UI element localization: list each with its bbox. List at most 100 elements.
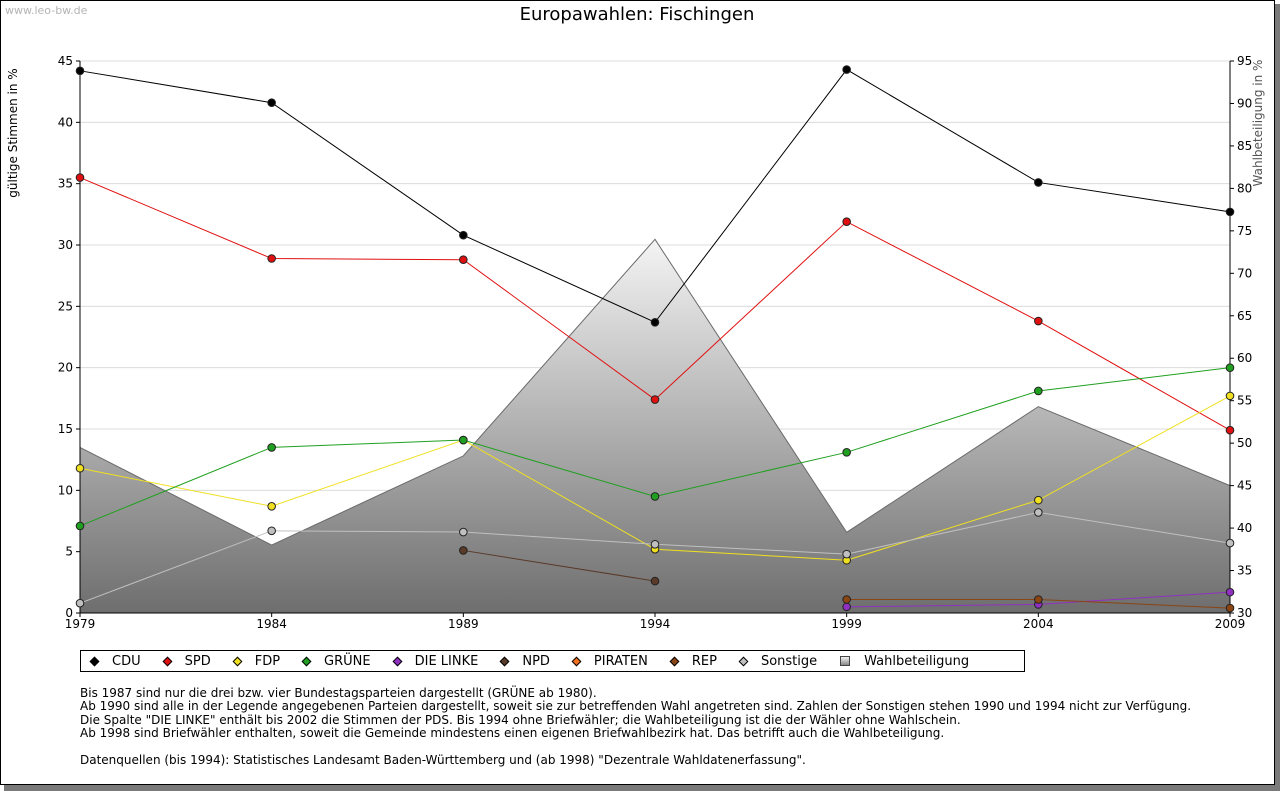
election-chart: Europawahlen: Fischingen gültige Stimmen… bbox=[6, 4, 1265, 631]
legend-label: CDU bbox=[112, 653, 141, 669]
y-tick-label: 35 bbox=[58, 177, 73, 191]
data-point-npd bbox=[650, 576, 660, 586]
data-point-cdu bbox=[1034, 178, 1043, 187]
data-point-spd bbox=[1034, 316, 1043, 326]
data-point-gr-ne bbox=[842, 448, 851, 457]
y2-tick-label: 45 bbox=[1237, 479, 1252, 493]
legend-item: FDP bbox=[232, 653, 281, 669]
data-point-rep bbox=[1225, 603, 1235, 613]
data-point-fdp bbox=[75, 463, 85, 473]
legend-marker bbox=[738, 656, 749, 666]
y2-axis-label: Wahlbeteiligung in % bbox=[1251, 60, 1265, 187]
legend-label: DIE LINKE bbox=[414, 653, 479, 669]
y-tick-label: 30 bbox=[58, 238, 73, 252]
note-line: Ab 1990 sind alle in der Legende angegeb… bbox=[80, 699, 1192, 714]
legend-marker bbox=[89, 656, 100, 666]
y2-tick-label: 90 bbox=[1237, 96, 1252, 110]
data-point-sonstige bbox=[842, 549, 851, 559]
data-point-gr-ne bbox=[75, 521, 85, 531]
data-point-cdu bbox=[459, 230, 468, 240]
y-tick-label: 25 bbox=[58, 299, 73, 313]
turnout-area-layer bbox=[79, 238, 1231, 614]
chart-title: Europawahlen: Fischingen bbox=[520, 4, 755, 25]
data-point-npd bbox=[459, 546, 468, 555]
legend-marker bbox=[232, 656, 243, 666]
data-point-spd bbox=[842, 217, 851, 226]
source-note: Datenquellen (bis 1994): Statistisches L… bbox=[80, 752, 806, 767]
legend-label: NPD bbox=[522, 653, 550, 669]
frame-shadow-bottom bbox=[4, 785, 1280, 791]
data-point-spd bbox=[650, 395, 660, 404]
legend-item: SPD bbox=[162, 653, 211, 669]
legend-marker bbox=[669, 656, 680, 666]
data-point-rep bbox=[1034, 595, 1043, 604]
axes: 0 5 10 15 20 25 30 35 40 45 30 35 40 45 50 55 60 65 70 75 80… bbox=[58, 54, 1253, 631]
data-point-fdp bbox=[267, 501, 276, 511]
data-point-cdu bbox=[75, 66, 85, 76]
y2-tick-label: 55 bbox=[1237, 394, 1252, 408]
y-tick-label: 45 bbox=[58, 54, 73, 68]
legend-label: REP bbox=[691, 653, 717, 669]
data-point-rep bbox=[842, 595, 851, 604]
data-point-sonstige bbox=[75, 598, 85, 608]
legend-item: CDU bbox=[89, 653, 141, 669]
series-layer bbox=[75, 65, 1235, 613]
x-tick-label: 1999 bbox=[831, 617, 862, 631]
data-point-spd bbox=[1225, 425, 1235, 435]
y2-tick-label: 95 bbox=[1237, 54, 1252, 68]
data-point-sonstige bbox=[267, 526, 276, 536]
y2-tick-label: 85 bbox=[1237, 139, 1252, 153]
turnout-area bbox=[79, 238, 1231, 614]
note-line: Ab 1998 sind Briefwähler enthalten, sowe… bbox=[80, 726, 945, 741]
data-point-cdu bbox=[1225, 207, 1235, 217]
data-point-cdu bbox=[267, 98, 276, 108]
legend: CDU SPD FDP GRÜNE DIE LINKE NPD PIRATEN REP Sons… bbox=[80, 650, 1025, 672]
y-axis-label: gültige Stimmen in % bbox=[6, 68, 20, 197]
y-tick-label: 5 bbox=[65, 545, 73, 559]
legend-item: Wahlbeteiligung bbox=[840, 654, 969, 669]
data-point-sonstige bbox=[1034, 508, 1043, 517]
legend-marker bbox=[392, 656, 403, 666]
y2-tick-label: 30 bbox=[1237, 606, 1252, 620]
data-point-sonstige bbox=[1225, 538, 1235, 548]
y-tick-label: 0 bbox=[65, 606, 73, 620]
watermark: www.leo-bw.de bbox=[5, 4, 88, 17]
data-point-spd bbox=[75, 173, 85, 182]
legend-item: PIRATEN bbox=[571, 653, 648, 669]
series-line-npd bbox=[463, 549, 656, 582]
legend-marker bbox=[301, 656, 312, 666]
legend-label: SPD bbox=[184, 653, 211, 669]
legend-item: GRÜNE bbox=[301, 654, 371, 669]
data-point-die-linke bbox=[1225, 587, 1235, 597]
x-tick-label: 1984 bbox=[256, 617, 287, 631]
y2-tick-label: 65 bbox=[1237, 309, 1252, 323]
data-point-fdp bbox=[1034, 495, 1043, 505]
y-tick-label: 10 bbox=[58, 483, 73, 497]
y2-tick-label: 75 bbox=[1237, 224, 1252, 238]
legend-item: NPD bbox=[499, 653, 550, 669]
data-point-cdu bbox=[650, 317, 660, 327]
y2-tick-label: 35 bbox=[1237, 564, 1252, 578]
data-point-spd bbox=[267, 254, 276, 263]
legend-marker bbox=[840, 656, 851, 666]
note-line: Bis 1987 sind nur die drei bzw. vier Bun… bbox=[80, 686, 597, 700]
data-point-cdu bbox=[842, 65, 851, 74]
legend-item: REP bbox=[669, 653, 717, 669]
y2-tick-label: 80 bbox=[1237, 181, 1252, 195]
data-point-fdp bbox=[1225, 391, 1235, 401]
legend-item: Sonstige bbox=[738, 654, 817, 669]
y-tick-label: 15 bbox=[58, 422, 73, 436]
legend-label: FDP bbox=[254, 653, 281, 669]
x-tick-label: 1979 bbox=[65, 617, 96, 631]
y2-tick-label: 50 bbox=[1237, 436, 1252, 450]
data-point-spd bbox=[459, 255, 468, 265]
data-point-gr-ne bbox=[459, 435, 468, 445]
data-point-gr-ne bbox=[1225, 363, 1235, 372]
data-point-sonstige bbox=[650, 540, 660, 549]
y-tick-label: 40 bbox=[58, 115, 73, 129]
x-tick-label: 2004 bbox=[1023, 617, 1054, 631]
legend-label: PIRATEN bbox=[593, 653, 648, 669]
y2-tick-label: 40 bbox=[1237, 521, 1252, 535]
frame-shadow-right bbox=[1275, 4, 1280, 791]
legend-marker bbox=[571, 656, 582, 666]
